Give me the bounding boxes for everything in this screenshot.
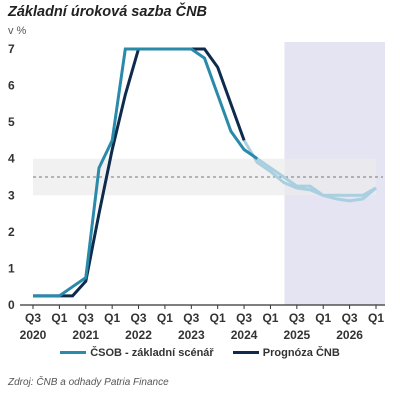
- legend-item-cnb: Prognóza ČNB: [232, 347, 340, 359]
- legend-swatch-csob: [60, 350, 87, 354]
- y-tick-label: 1: [8, 261, 15, 275]
- x-tick-year: 2024: [231, 328, 258, 342]
- legend-label-cnb: Prognóza ČNB: [262, 347, 340, 359]
- series-line-csob-forecast: [256, 157, 377, 197]
- x-tick-quarter: Q1: [262, 311, 278, 325]
- x-tick-quarter: Q1: [51, 311, 67, 325]
- x-tick-quarter: Q3: [289, 311, 305, 325]
- x-tick-quarter: Q3: [131, 311, 147, 325]
- legend: ČSOB - základní scénář Prognóza ČNB: [0, 347, 400, 359]
- x-tick-quarter: Q3: [342, 311, 358, 325]
- y-axis-unit: v %: [8, 25, 27, 37]
- x-tick-quarter: Q1: [210, 311, 226, 325]
- x-tick-year: 2021: [72, 328, 99, 342]
- x-tick-quarter: Q1: [104, 311, 120, 325]
- x-tick-quarter: Q1: [368, 311, 384, 325]
- chart-title: Základní úroková sazba ČNB: [8, 4, 208, 20]
- x-tick-year: 2025: [283, 328, 310, 342]
- legend-item-csob: ČSOB - základní scénář: [60, 347, 214, 359]
- x-tick-year: 2026: [336, 328, 363, 342]
- x-tick-year: 2022: [125, 328, 152, 342]
- x-tick-year: 2020: [20, 328, 47, 342]
- y-tick-label: 3: [8, 188, 15, 202]
- series-line-csob: [33, 47, 259, 298]
- target-band: [33, 158, 376, 196]
- x-tick-quarter: Q3: [78, 311, 94, 325]
- x-tick-quarter: Q1: [157, 311, 173, 325]
- y-tick-label: 2: [8, 225, 15, 239]
- legend-swatch-cnb: [232, 350, 259, 354]
- y-tick-label: 5: [8, 115, 15, 129]
- series-line-cnb-forecast: [242, 139, 377, 203]
- source-note: Zdroj: ČNB a odhady Patria Finance: [8, 377, 169, 388]
- y-tick-label: 6: [8, 79, 15, 93]
- x-tick-year: 2023: [178, 328, 205, 342]
- x-tick-quarter: Q1: [315, 311, 331, 325]
- rate-chart: 0 1 2 3 4 5 6 7 Q3 2020 Q1 Q3 2021 Q1 Q3 2022 Q1 Q3 2023 Q1…: [8, 42, 385, 342]
- y-tick-label: 0: [8, 298, 15, 312]
- y-tick-label: 7: [8, 42, 15, 56]
- y-tick-label: 4: [8, 152, 15, 166]
- x-tick-quarter: Q3: [236, 311, 252, 325]
- legend-label-csob: ČSOB - základní scénář: [90, 347, 214, 359]
- x-tick-quarter: Q3: [25, 311, 41, 325]
- x-tick-quarter: Q3: [183, 311, 199, 325]
